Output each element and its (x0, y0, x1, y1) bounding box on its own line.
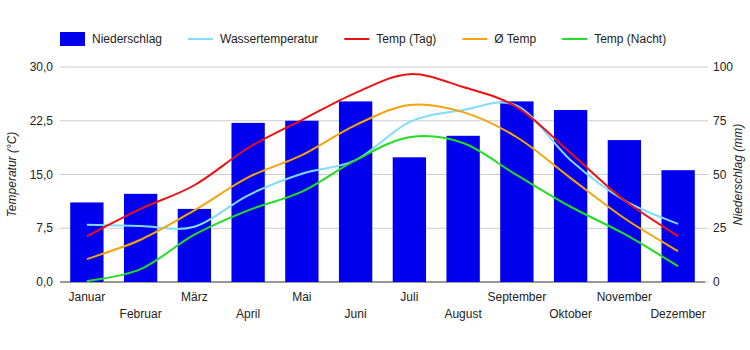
x-tick-label: April (236, 307, 260, 321)
x-tick-label: September (488, 290, 547, 304)
legend-label: Temp (Nacht) (594, 32, 666, 46)
x-tick-label: Februar (120, 307, 162, 321)
y2-tick (705, 282, 708, 283)
legend-swatch (462, 38, 487, 40)
x-tick-label: Juni (345, 307, 367, 321)
bar (500, 101, 533, 282)
y2-tick (705, 67, 708, 68)
y2-tick-label: 75 (713, 114, 727, 128)
line (87, 102, 678, 229)
x-tick-label: August (444, 307, 482, 321)
y2-axis-title: Niederschlag (mm) (731, 124, 745, 225)
legend-swatch (188, 38, 213, 40)
y-tick-label: 7,5 (36, 221, 53, 235)
grid-line (60, 120, 705, 121)
bar (178, 209, 211, 282)
bar (339, 101, 372, 282)
legend-label: Ø Temp (494, 32, 536, 46)
y-tick-label: 22,5 (30, 114, 54, 128)
y2-tick-label: 100 (713, 60, 733, 74)
bar (446, 136, 479, 282)
bar (393, 157, 426, 282)
x-tick-label: November (597, 290, 652, 304)
grid-line (60, 67, 705, 68)
line (87, 136, 678, 281)
x-tick-label: Oktober (549, 307, 592, 321)
y2-tick-label: 50 (713, 168, 727, 182)
y-tick-label: 0,0 (36, 275, 53, 289)
x-tick-label: Dezember (650, 307, 705, 321)
x-tick-label: Mai (292, 290, 311, 304)
legend-swatch (344, 38, 369, 40)
legend-swatch (60, 32, 85, 46)
line (87, 104, 678, 259)
x-tick-label: Juli (400, 290, 418, 304)
legend-label: Temp (Tag) (376, 32, 436, 46)
line (87, 74, 678, 236)
x-tick-label: Januar (69, 290, 106, 304)
legend: Niederschlag Wassertemperatur Temp (Tag) Ø … (60, 32, 666, 46)
x-tick-label: März (181, 290, 208, 304)
y-tick-label: 15,0 (30, 168, 54, 182)
legend-swatch (562, 38, 587, 40)
y-tick-label: 30,0 (30, 60, 54, 74)
y-axis-title: Temperatur (°C) (5, 132, 19, 218)
legend-label: Niederschlag (92, 32, 162, 46)
y2-tick (705, 174, 708, 175)
y2-tick-label: 25 (713, 221, 727, 235)
legend-label: Wassertemperatur (220, 32, 318, 46)
chart: 0,0 7,5 15,0 22,5 30,0 0 25 50 75 100 Temperatur (… (0, 0, 750, 350)
y2-tick-label: 0 (713, 275, 720, 289)
bar (285, 121, 318, 282)
y2-tick (705, 120, 708, 121)
y2-tick (705, 228, 708, 229)
bar (554, 110, 587, 282)
bar (70, 202, 103, 282)
